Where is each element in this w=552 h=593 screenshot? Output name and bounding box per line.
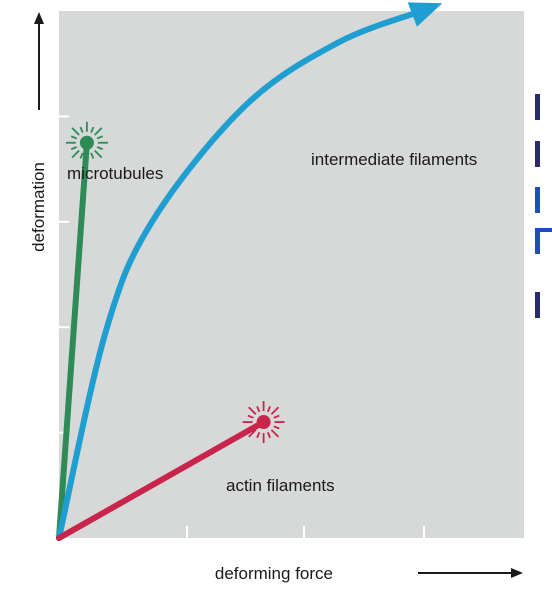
clipped-text-fragment — [535, 141, 552, 167]
series-labels: microtubules intermediate filaments actin … — [67, 150, 477, 495]
y-axis-label: deformation — [29, 162, 48, 252]
actin-filaments-label: actin filaments — [226, 476, 335, 495]
microtubules-rupture-burst — [65, 121, 108, 164]
actin-filaments-rupture-burst — [242, 401, 285, 444]
clipped-text-fragment — [535, 228, 552, 254]
microtubules-label: microtubules — [67, 164, 163, 183]
clipped-text-fragment — [535, 94, 552, 120]
plot-area-background — [59, 11, 524, 538]
y-axis-arrow — [34, 12, 44, 110]
tick-marks — [59, 115, 425, 538]
intermediate-filaments-label: intermediate filaments — [311, 150, 477, 169]
actin-filaments-line — [56, 419, 267, 541]
series-layer — [56, 2, 443, 541]
intermediate-filaments-arrowhead — [407, 2, 443, 27]
clipped-text-fragment — [535, 187, 552, 213]
microtubules-line — [56, 139, 90, 541]
intermediate-filaments-curve — [56, 8, 425, 541]
x-axis-label: deforming force — [215, 564, 333, 583]
x-axis-arrow — [418, 568, 523, 578]
clipped-text-fragment — [535, 292, 552, 318]
